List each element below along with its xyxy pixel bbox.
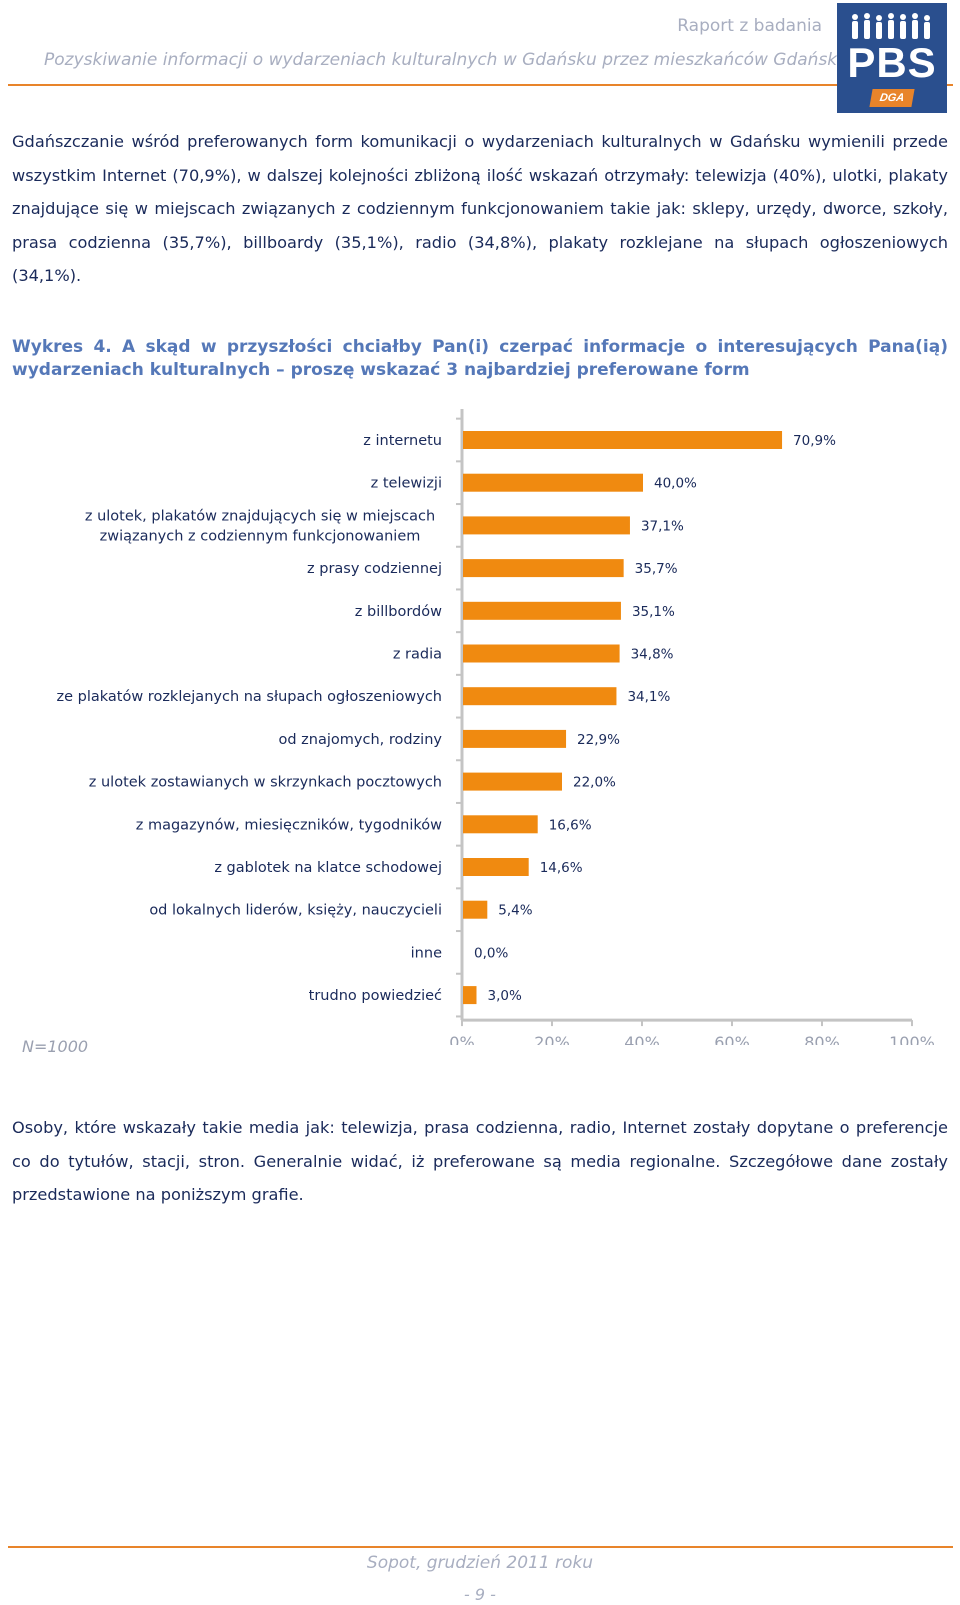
pbs-logo: PBS DGA xyxy=(837,3,947,113)
category-label: z prasy codziennej xyxy=(307,561,442,577)
value-label: 35,7% xyxy=(635,561,678,577)
category-label: z billbordów xyxy=(355,604,442,620)
x-tick-label: 100% xyxy=(889,1033,935,1045)
value-label: 40,0% xyxy=(654,476,697,492)
bar xyxy=(463,687,617,706)
category-label: od lokalnych liderów, księży, nauczyciel… xyxy=(149,903,442,919)
value-label: 16,6% xyxy=(549,817,592,833)
intro-paragraph: Gdańszczanie wśród preferowanych form ko… xyxy=(12,132,948,285)
logo-dga-badge: DGA xyxy=(869,89,915,107)
header-rule xyxy=(8,84,953,86)
category-label: inne xyxy=(411,945,442,961)
bar xyxy=(463,729,567,748)
category-label: z radia xyxy=(393,647,442,663)
bar xyxy=(463,601,621,620)
value-label: 34,1% xyxy=(627,689,670,705)
sample-size-label: N=1000 xyxy=(22,1037,89,1056)
page-number: - 9 - xyxy=(464,1585,496,1604)
category-label: z internetu xyxy=(363,433,442,449)
bar xyxy=(463,986,477,1005)
value-label: 70,9% xyxy=(793,433,836,449)
footer-rule xyxy=(8,1546,953,1548)
x-tick-label: 80% xyxy=(804,1033,840,1045)
bar xyxy=(463,473,643,492)
x-tick-label: 40% xyxy=(624,1033,660,1045)
value-label: 3,0% xyxy=(488,988,522,1004)
category-label: z gablotek na klatce schodowej xyxy=(214,860,442,876)
bar xyxy=(463,644,620,663)
value-label: 34,8% xyxy=(631,647,674,663)
category-label: ze plakatów rozklejanych na słupach ogło… xyxy=(57,689,443,705)
value-label: 22,0% xyxy=(573,775,616,791)
chart-caption: Wykres 4. A skąd w przyszłości chciałby … xyxy=(12,337,948,380)
category-label: z ulotek zostawianych w skrzynkach poczt… xyxy=(89,775,442,791)
value-label: 35,1% xyxy=(632,604,675,620)
bar xyxy=(463,815,538,834)
bar xyxy=(463,559,624,578)
category-label: od znajomych, rodziny xyxy=(279,732,443,748)
x-tick-label: 20% xyxy=(534,1033,570,1045)
report-title: Raport z badania xyxy=(677,16,822,36)
category-label: z magazynów, miesięczników, tygodników xyxy=(136,817,442,833)
people-icon xyxy=(852,13,930,39)
value-label: 22,9% xyxy=(577,732,620,748)
category-label: z telewizji xyxy=(371,476,442,492)
value-label: 0,0% xyxy=(474,945,508,961)
x-tick-label: 60% xyxy=(714,1033,750,1045)
bar xyxy=(463,772,562,791)
bar xyxy=(463,900,488,919)
outro-paragraph: Osoby, które wskazały takie media jak: t… xyxy=(12,1118,948,1204)
value-label: 14,6% xyxy=(540,860,583,876)
footer-date: Sopot, grudzień 2011 roku xyxy=(366,1553,594,1573)
bar xyxy=(463,431,783,449)
bar xyxy=(463,858,529,876)
x-tick-label: 0% xyxy=(449,1033,474,1045)
category-label: z ulotek, plakatów znajdujących się w mi… xyxy=(85,508,435,544)
bar xyxy=(463,516,630,535)
value-label: 37,1% xyxy=(641,518,684,534)
bar-chart: 0% 20% 40% 60% 80% 100% z internetu 70,9% z tele… xyxy=(57,409,935,1045)
report-subtitle: Pozyskiwanie informacji o wydarzeniach k… xyxy=(44,50,853,70)
logo-text: PBS xyxy=(847,39,937,86)
category-label: trudno powiedzieć xyxy=(309,988,442,1004)
value-label: 5,4% xyxy=(498,903,532,919)
